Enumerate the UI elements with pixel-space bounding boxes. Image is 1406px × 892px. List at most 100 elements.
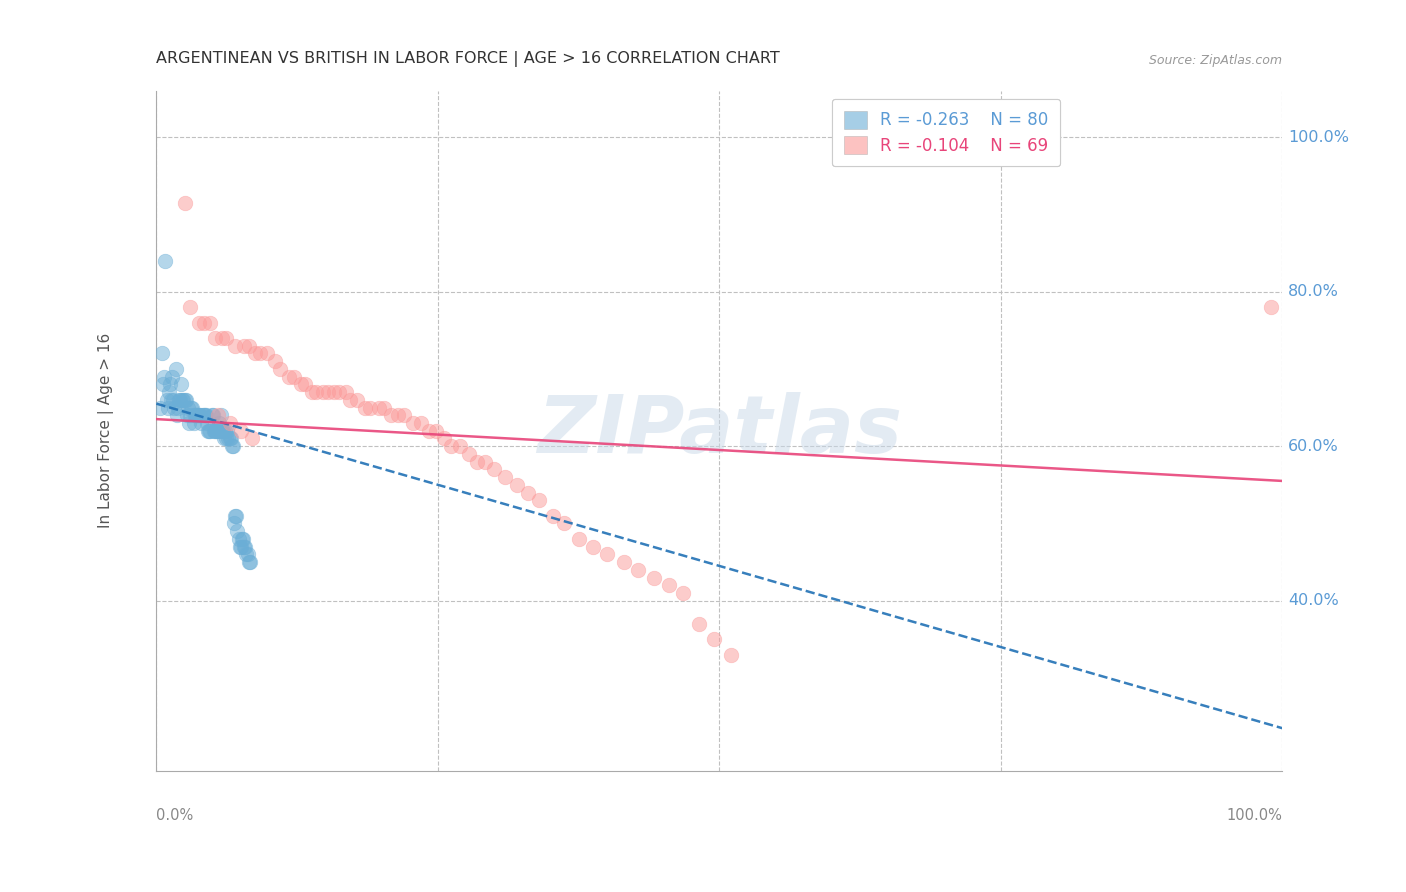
Point	[409, 416, 432, 430]
Point	[180, 401, 202, 415]
Point	[200, 316, 222, 330]
Point	[211, 331, 233, 345]
Text: ZIPatlas: ZIPatlas	[537, 392, 901, 470]
Point	[187, 409, 209, 423]
Text: ARGENTINEAN VS BRITISH IN LABOR FORCE | AGE > 16 CORRELATION CHART: ARGENTINEAN VS BRITISH IN LABOR FORCE | …	[156, 51, 780, 67]
Point	[517, 485, 540, 500]
Point	[368, 401, 391, 415]
Point	[208, 416, 231, 430]
Point	[169, 392, 191, 407]
Point	[200, 424, 222, 438]
Point	[191, 409, 214, 423]
Point	[380, 409, 402, 423]
Point	[373, 401, 395, 415]
Point	[149, 401, 172, 415]
Point	[294, 377, 316, 392]
Point	[159, 377, 181, 392]
Point	[449, 439, 471, 453]
Point	[278, 369, 301, 384]
Point	[228, 540, 250, 554]
Point	[174, 392, 197, 407]
Point	[173, 392, 195, 407]
Point	[568, 532, 591, 546]
Text: 60.0%: 60.0%	[1288, 439, 1339, 454]
Point	[215, 432, 238, 446]
Point	[160, 369, 183, 384]
Point	[672, 586, 695, 600]
Point	[233, 339, 256, 353]
Point	[221, 439, 243, 453]
Point	[229, 424, 252, 438]
Point	[179, 300, 201, 314]
Point	[183, 416, 205, 430]
Point	[596, 547, 619, 561]
Point	[163, 401, 186, 415]
Point	[458, 447, 481, 461]
Point	[301, 385, 323, 400]
Point	[233, 540, 256, 554]
Point	[211, 424, 233, 438]
Point	[198, 424, 221, 438]
Point	[195, 416, 218, 430]
Point	[1260, 300, 1282, 314]
Point	[703, 632, 725, 647]
Point	[152, 377, 174, 392]
Point	[688, 616, 710, 631]
Point	[222, 516, 245, 531]
Point	[425, 424, 447, 438]
Point	[157, 385, 180, 400]
Text: 100.0%: 100.0%	[1288, 129, 1348, 145]
Point	[346, 392, 368, 407]
Point	[193, 316, 215, 330]
Point	[170, 377, 193, 392]
Point	[176, 409, 198, 423]
Point	[194, 409, 217, 423]
Point	[432, 432, 454, 446]
Point	[506, 477, 529, 491]
Point	[232, 532, 254, 546]
Point	[249, 346, 271, 360]
Text: 0.0%: 0.0%	[156, 808, 194, 823]
Point	[305, 385, 328, 400]
Point	[335, 385, 357, 400]
Point	[172, 392, 194, 407]
Point	[218, 416, 240, 430]
Point	[205, 424, 228, 438]
Point	[263, 354, 285, 368]
Point	[465, 455, 488, 469]
Point	[235, 547, 257, 561]
Point	[387, 409, 409, 423]
Text: In Labor Force | Age > 16: In Labor Force | Age > 16	[98, 333, 114, 528]
Point	[474, 455, 496, 469]
Point	[222, 439, 245, 453]
Point	[217, 424, 239, 438]
Point	[150, 346, 173, 360]
Point	[173, 195, 195, 210]
Point	[494, 470, 516, 484]
Point	[183, 409, 205, 423]
Point	[166, 409, 188, 423]
Point	[240, 432, 263, 446]
Point	[529, 493, 551, 508]
Point	[440, 439, 463, 453]
Point	[238, 555, 260, 569]
Point	[188, 316, 211, 330]
Text: Source: ZipAtlas.com: Source: ZipAtlas.com	[1149, 54, 1282, 67]
Point	[201, 409, 224, 423]
Point	[166, 401, 188, 415]
Point	[197, 424, 219, 438]
Text: 80.0%: 80.0%	[1288, 285, 1339, 299]
Point	[238, 339, 260, 353]
Point	[215, 331, 238, 345]
Point	[236, 547, 259, 561]
Point	[582, 540, 605, 554]
Point	[218, 432, 240, 446]
Point	[658, 578, 681, 592]
Point	[482, 462, 505, 476]
Point	[226, 524, 249, 538]
Point	[190, 416, 212, 430]
Point	[219, 432, 242, 446]
Point	[165, 362, 187, 376]
Point	[541, 508, 564, 523]
Point	[204, 424, 226, 438]
